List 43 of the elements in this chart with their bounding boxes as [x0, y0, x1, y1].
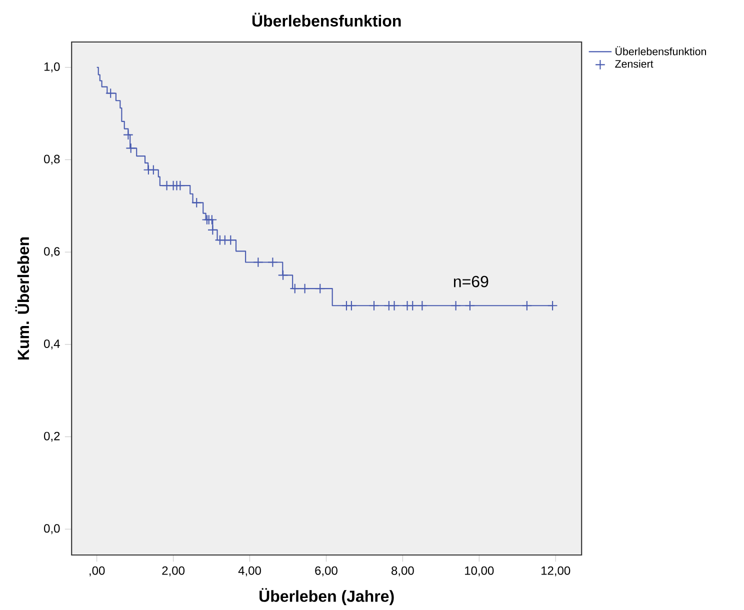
- point: [300, 283, 310, 294]
- point: [450, 300, 462, 311]
- y-axis-title: Kum. Überleben: [15, 237, 30, 360]
- x-tick-label: ,00: [90, 566, 105, 576]
- y-tick-label: 0,8: [44, 154, 60, 165]
- point: [105, 88, 116, 98]
- x-tick-label: 2,00: [162, 566, 185, 576]
- point: [267, 257, 278, 268]
- x-tick-label: 10,00: [465, 566, 494, 576]
- point: [368, 300, 380, 311]
- y-tick-label: 0,6: [44, 247, 60, 258]
- x-axis-title: Überleben (Jahre): [260, 588, 394, 606]
- x-tick-label: 6,00: [315, 566, 338, 576]
- y-tick-label: 0,4: [44, 339, 60, 350]
- y-tick-label: 1,0: [44, 62, 60, 72]
- point: [314, 283, 326, 294]
- point: [126, 142, 136, 154]
- point: [206, 214, 218, 225]
- point: [252, 257, 264, 268]
- point: [225, 234, 236, 246]
- point: [547, 300, 558, 311]
- point: [148, 164, 159, 176]
- point: [191, 197, 202, 208]
- x-tick-label: 8,00: [392, 566, 414, 576]
- legend-label: Zensiert: [615, 60, 654, 68]
- point: [416, 300, 428, 311]
- x-tick-label: 12,00: [542, 566, 570, 576]
- point: [522, 300, 532, 311]
- point: [174, 180, 186, 191]
- point: [207, 224, 218, 236]
- point: [278, 270, 288, 280]
- legend-label: Überlebensfunktion: [616, 46, 706, 56]
- point: [389, 300, 400, 311]
- annotation: n=69: [454, 276, 488, 288]
- point: [464, 300, 476, 311]
- y-tick-label: 0,0: [44, 524, 60, 534]
- point: [346, 300, 357, 311]
- point: [407, 300, 418, 311]
- point: [122, 130, 134, 140]
- y-tick-label: 0,2: [44, 432, 60, 442]
- point: [290, 283, 300, 294]
- x-tick-label: 4,00: [238, 566, 261, 576]
- chart-title: Überlebensfunktion: [252, 12, 401, 27]
